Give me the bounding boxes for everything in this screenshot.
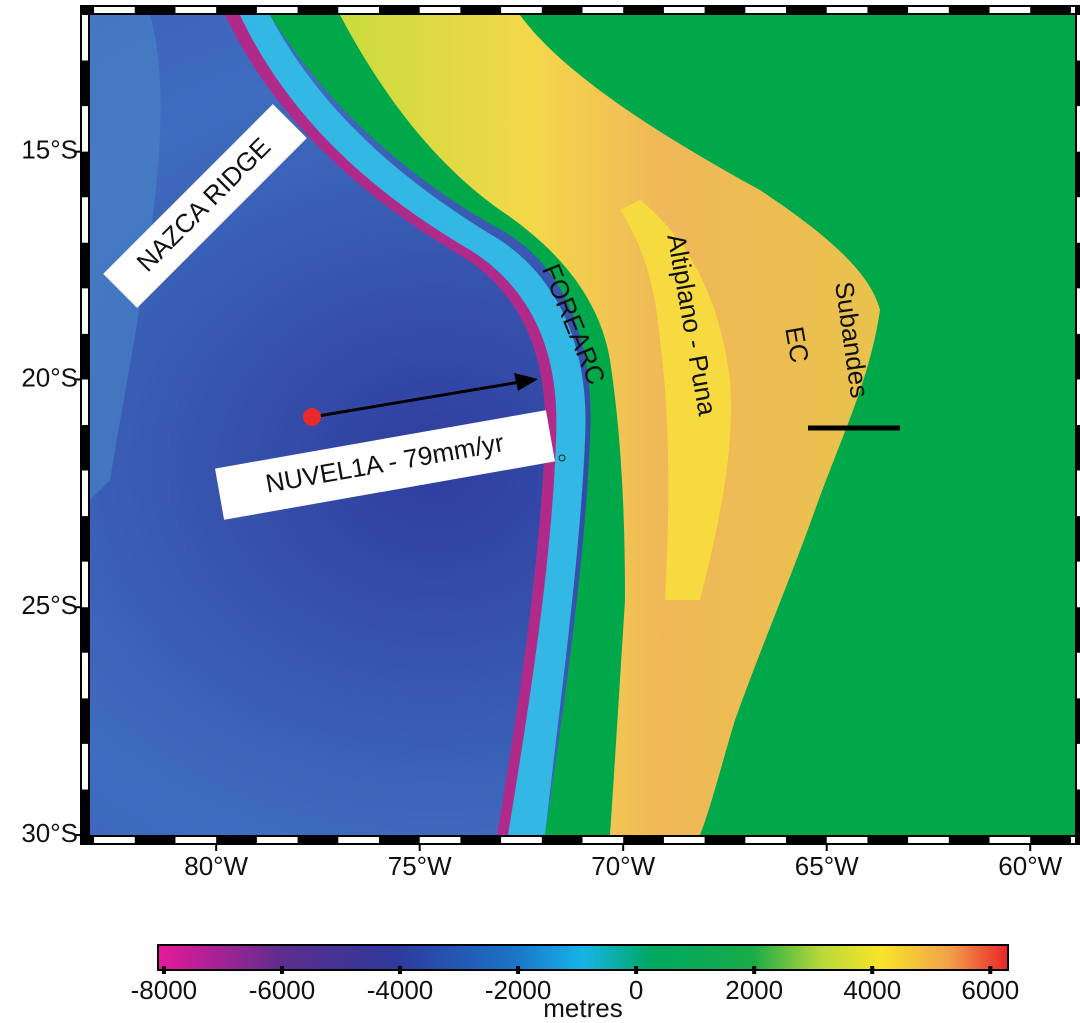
ec-label: EC <box>779 324 815 365</box>
colorbar-tick-label: 4000 <box>843 975 901 1005</box>
colorbar-unit: metres <box>543 993 622 1023</box>
lon-tick-label: 80°W <box>184 851 248 881</box>
lon-tick-label: 75°W <box>388 851 452 881</box>
lon-tick-label: 65°W <box>795 851 859 881</box>
lat-tick-label: 15°S <box>21 135 78 165</box>
colorbar-tick-label: -2000 <box>485 975 552 1005</box>
reference-point <box>303 408 321 426</box>
lat-tick-label: 30°S <box>21 818 78 848</box>
map-figure: NAZCA RIDGE NUVEL1A - 79mm/yr FOREARC Al… <box>0 0 1080 1023</box>
colorbar-tick-label: -4000 <box>367 975 434 1005</box>
lat-tick-label: 25°S <box>21 590 78 620</box>
colorbar-tick-label: 6000 <box>961 975 1019 1005</box>
colorbar-tick-label: -8000 <box>131 975 198 1005</box>
colorbar-tick-label: 0 <box>629 975 643 1005</box>
colorbar <box>158 945 1008 970</box>
terrain <box>90 15 1075 835</box>
lon-tick-label: 60°W <box>998 851 1062 881</box>
lat-tick-label: 20°S <box>21 362 78 392</box>
lon-tick-label: 70°W <box>591 851 655 881</box>
colorbar-tick-label: -6000 <box>249 975 316 1005</box>
colorbar-tick-label: 2000 <box>725 975 783 1005</box>
